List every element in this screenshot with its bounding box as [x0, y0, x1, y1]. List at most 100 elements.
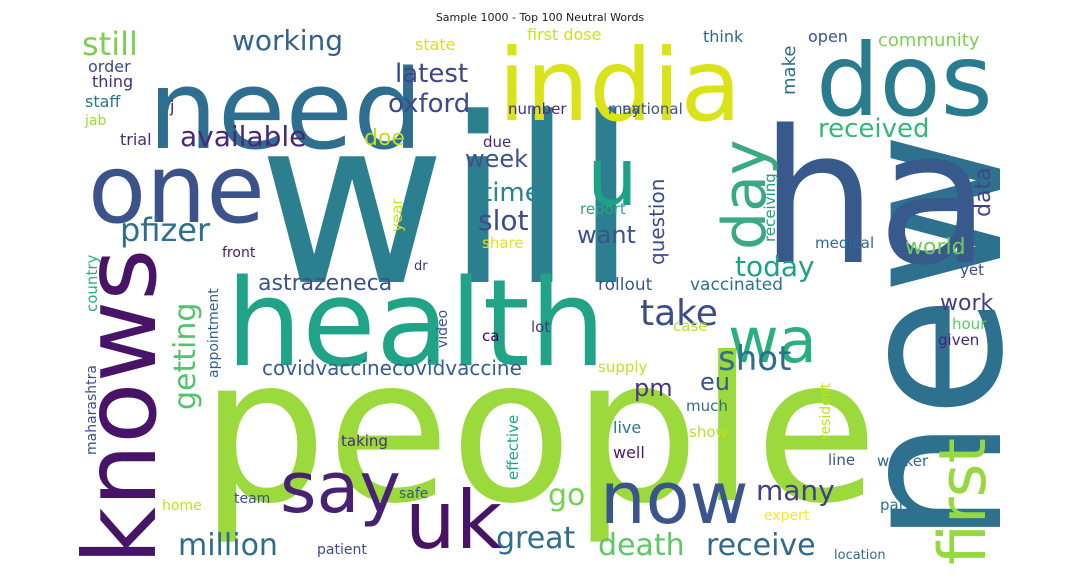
- word-great: great: [496, 521, 576, 556]
- word-first-dose: first dose: [527, 25, 601, 44]
- word-make: make: [779, 46, 800, 95]
- word-latest: latest: [395, 59, 468, 89]
- word-medical: medical: [815, 234, 874, 252]
- word-death: death: [598, 528, 685, 563]
- word-order: order: [88, 57, 131, 76]
- word-health: health: [226, 255, 606, 394]
- word-lot: lot: [531, 318, 550, 336]
- word-taking: taking: [341, 432, 388, 450]
- word-working: working: [232, 24, 343, 57]
- word-national: national: [622, 100, 683, 118]
- word-effective: effective: [504, 415, 522, 480]
- word-data: data: [971, 167, 996, 217]
- word-say: say: [280, 447, 401, 529]
- word-supply: supply: [598, 358, 648, 376]
- word-worker: worker: [877, 452, 929, 470]
- word-wa: wa: [728, 304, 817, 377]
- word-report: report: [580, 200, 626, 218]
- chart-title: Sample 1000 - Top 100 Neutral Words: [435, 11, 645, 24]
- word-doe: doe: [364, 126, 405, 151]
- word-staff: staff: [85, 92, 121, 111]
- word-many: many: [756, 474, 835, 507]
- word-live: live: [613, 418, 641, 437]
- word-pfizer: pfizer: [120, 211, 211, 249]
- word-due: due: [483, 133, 511, 151]
- word-given: given: [938, 331, 979, 349]
- word-people: people: [200, 315, 878, 548]
- word-dr: dr: [414, 259, 428, 274]
- word-resident: resident: [818, 382, 834, 440]
- word-well: well: [613, 443, 645, 462]
- word-state: state: [415, 35, 456, 54]
- word-question: question: [645, 179, 669, 265]
- word-j: j: [169, 97, 174, 116]
- word-need: need: [148, 46, 423, 174]
- word-india: india: [498, 27, 742, 144]
- word-will: will: [258, 70, 638, 337]
- word-open: open: [808, 27, 848, 46]
- word-eu: eu: [700, 368, 730, 396]
- word-home: home: [162, 498, 202, 514]
- word-ca: ca: [482, 327, 499, 345]
- word-still: still: [82, 25, 138, 63]
- word-trial: trial: [120, 130, 152, 149]
- word-show: show: [689, 423, 728, 441]
- word-safe: safe: [399, 486, 428, 502]
- word-vaccinated: vaccinated: [690, 275, 783, 295]
- word-receiving: receiving: [761, 173, 779, 242]
- word-first: first: [926, 438, 1001, 565]
- word-jab: jab: [84, 113, 106, 129]
- word-line: line: [828, 451, 855, 469]
- word-one: one: [88, 135, 265, 245]
- word-u: u: [587, 131, 638, 224]
- word-astrazeneca: astrazeneca: [258, 271, 392, 296]
- word-receive: receive: [706, 528, 816, 563]
- word-thing: thing: [92, 72, 133, 91]
- word-slot: slot: [478, 204, 528, 237]
- word-received: received: [818, 114, 930, 144]
- word-ha: ha: [760, 90, 991, 306]
- word-oxford: oxford: [388, 89, 470, 119]
- word-location: location: [834, 548, 886, 563]
- word-think: think: [703, 27, 744, 46]
- word-dos: dos: [816, 22, 993, 139]
- word-year: year: [388, 198, 406, 232]
- word-today: today: [735, 250, 815, 283]
- word-million: million: [178, 528, 278, 563]
- word-hour: hour: [952, 315, 987, 333]
- word-much: much: [686, 397, 728, 415]
- word-case: case: [673, 317, 707, 335]
- word-now: now: [600, 456, 749, 540]
- word-team: team: [234, 491, 270, 507]
- word-video: video: [435, 310, 451, 348]
- word-new: new: [815, 132, 1048, 545]
- word-part: part: [880, 496, 911, 514]
- word-knows: knows: [62, 249, 179, 565]
- word-take: take: [640, 293, 718, 334]
- word-covidvaccinecovidvaccine: covidvaccinecovidvaccine: [262, 356, 522, 380]
- word-week: week: [465, 145, 528, 173]
- word-expert: expert: [764, 508, 810, 524]
- word-yet: yet: [960, 261, 984, 279]
- word-rollout: rollout: [598, 275, 653, 295]
- word-available: available: [180, 120, 306, 153]
- word-community: community: [878, 30, 980, 51]
- word-want: want: [577, 221, 636, 249]
- word-world: world: [905, 235, 966, 260]
- word-day: day: [710, 140, 780, 250]
- word-shot: shot: [718, 339, 791, 379]
- word-getting: getting: [168, 303, 203, 410]
- word-time: time: [482, 178, 541, 208]
- word-maharashtra: maharashtra: [84, 365, 100, 455]
- word-country: country: [83, 255, 101, 312]
- word-number: number: [508, 100, 567, 118]
- word-work: work: [940, 291, 993, 316]
- word-uk: uk: [405, 474, 503, 567]
- word-patient: patient: [317, 542, 367, 558]
- word-go: go: [548, 478, 585, 513]
- word-share: share: [482, 234, 524, 252]
- word-appointment: appointment: [206, 288, 222, 378]
- word-pm: pm: [634, 374, 673, 402]
- word-may: may: [608, 100, 641, 118]
